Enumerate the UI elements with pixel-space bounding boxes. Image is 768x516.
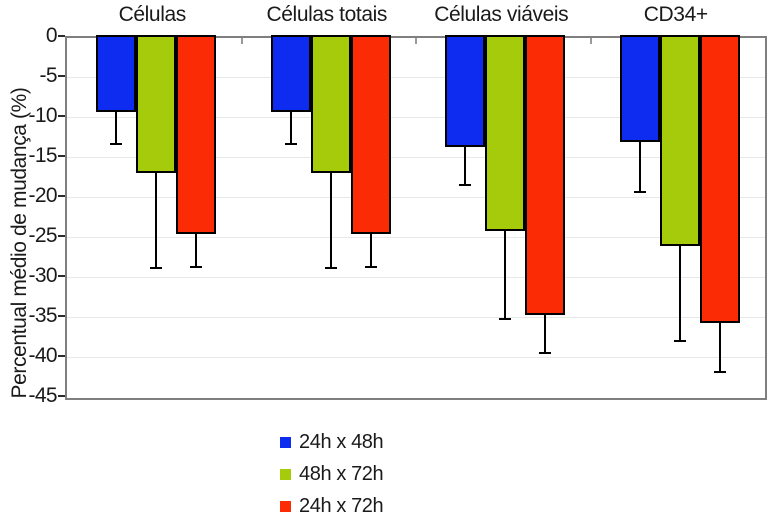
error-bar-cap: [324, 266, 337, 269]
category-axis-tick: [415, 38, 417, 44]
bar-24hx72h-1: [350, 35, 391, 234]
error-bar-cap: [713, 370, 726, 373]
legend-swatch-icon: [280, 436, 291, 448]
error-bar-cap: [110, 142, 123, 145]
gridline: [67, 117, 765, 118]
bar-24hx72h-2: [525, 35, 566, 315]
y-tick-mark: [58, 115, 65, 117]
legend-label: 24h x 48h: [299, 430, 384, 453]
error-bar-cap: [284, 142, 297, 145]
error-bar-cap: [190, 266, 203, 268]
error-bar: [544, 313, 547, 355]
bar-24hx48h-1: [270, 35, 311, 113]
bar-48hx72h-2: [485, 35, 526, 231]
error-bar-cap: [459, 184, 472, 187]
y-tick-label: -5: [39, 64, 58, 87]
gridline: [67, 197, 765, 198]
error-bar: [195, 232, 198, 268]
y-tick-label: -15: [28, 144, 57, 167]
legend-label: 48h x 72h: [299, 462, 384, 485]
error-bar: [155, 172, 158, 269]
bar-24hx48h-0: [96, 35, 137, 113]
error-bar: [329, 172, 332, 269]
y-tick-label: -40: [28, 344, 57, 367]
y-tick-mark: [58, 275, 65, 277]
legend-item: 24h x 72h: [280, 494, 384, 516]
y-tick-label: -35: [28, 304, 57, 327]
y-tick-label: 0: [45, 24, 58, 47]
gridline: [67, 157, 765, 158]
y-tick-label: -25: [28, 224, 57, 247]
error-bar: [504, 229, 507, 320]
legend-item: 24h x 48h: [280, 430, 384, 453]
error-bar-cap: [633, 190, 646, 193]
error-bar-cap: [539, 352, 552, 355]
legend-swatch-icon: [280, 468, 291, 480]
gridline: [67, 317, 765, 318]
error-bar: [638, 140, 641, 193]
bar-48hx72h-1: [310, 35, 351, 173]
category-axis-tick: [240, 38, 243, 44]
y-tick-mark: [58, 395, 65, 397]
bar-48hx72h-3: [659, 35, 700, 246]
gridline: [67, 77, 765, 78]
bar-24hx48h-2: [445, 35, 486, 148]
bar-24hx72h-0: [176, 35, 217, 234]
y-tick-label: -30: [28, 264, 57, 287]
y-tick-label: -10: [28, 104, 57, 127]
y-tick-mark: [58, 155, 65, 157]
y-tick-label: -20: [28, 184, 57, 207]
category-label: CD34+: [643, 3, 708, 26]
y-tick-mark: [58, 355, 65, 357]
y-tick-mark: [58, 195, 65, 197]
category-axis-tick: [589, 38, 592, 44]
error-bar-cap: [364, 266, 377, 268]
gridline: [67, 357, 765, 358]
y-tick-label: -45: [28, 384, 57, 407]
y-tick-mark: [58, 75, 65, 77]
error-bar: [115, 111, 118, 145]
error-bar-cap: [150, 266, 163, 269]
y-tick-mark: [58, 315, 65, 317]
category-label: Células: [118, 3, 187, 26]
bar-24hx72h-3: [699, 35, 740, 324]
legend: 24h x 48h 48h x 72h 24h x 72h: [280, 430, 384, 516]
legend-item: 48h x 72h: [280, 462, 384, 485]
error-bar: [369, 232, 372, 268]
legend-label: 24h x 72h: [299, 494, 384, 516]
error-bar: [678, 244, 681, 343]
bar-48hx72h-0: [136, 35, 177, 173]
gridline: [67, 237, 765, 238]
bar-24hx48h-3: [619, 35, 660, 142]
error-bar: [289, 111, 292, 145]
error-bar: [464, 146, 467, 187]
category-label: Células totais: [266, 3, 388, 26]
y-tick-mark: [58, 235, 65, 237]
y-tick-mark: [58, 35, 65, 37]
error-bar-cap: [673, 340, 686, 343]
error-bar: [718, 322, 721, 373]
gridline: [67, 277, 765, 278]
category-label: Células viáveis: [434, 3, 569, 26]
error-bar-cap: [499, 318, 512, 320]
legend-swatch-icon: [280, 500, 291, 512]
